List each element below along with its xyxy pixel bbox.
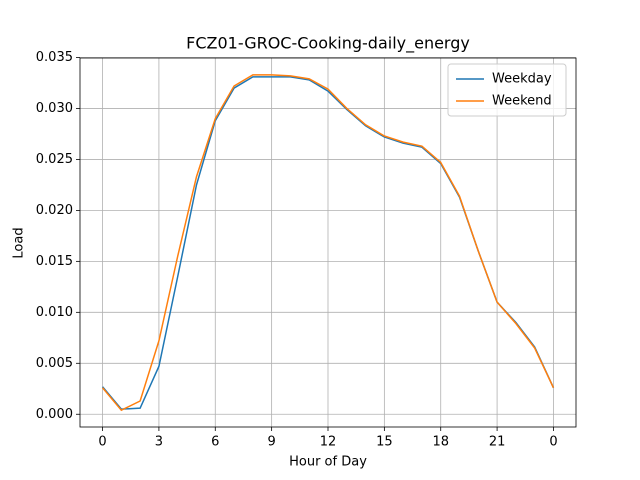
legend-label: Weekday: [492, 72, 552, 87]
x-tick-label: 21: [489, 435, 506, 450]
x-tick-label: 9: [267, 435, 275, 450]
legend-box: [447, 63, 567, 117]
x-tick-label: 15: [376, 435, 393, 450]
y-tick-label: 0.035: [36, 50, 73, 65]
y-tick-label: 0.000: [36, 407, 73, 422]
y-tick-label: 0.020: [36, 203, 73, 218]
x-tick-label: 12: [320, 435, 337, 450]
x-axis-label: Hour of Day: [289, 455, 367, 470]
legend-label: Weekend: [492, 94, 552, 109]
line-series: [101, 74, 555, 412]
y-tick-label: 0.010: [36, 305, 73, 320]
x-tick-label: 6: [211, 435, 219, 450]
y-tick-label: 0.015: [36, 254, 73, 269]
x-tick-label: 18: [432, 435, 449, 450]
x-tick-label: 0: [98, 435, 106, 450]
y-tick-label: 0.030: [36, 101, 73, 116]
x-tick-label: 0: [549, 435, 557, 450]
axes-frame: [79, 57, 577, 428]
x-tick-label: 3: [155, 435, 163, 450]
y-tick-label: 0.025: [36, 152, 73, 167]
chart-title: FCZ01-GROC-Cooking-daily_energy: [186, 34, 470, 54]
y-tick-label: 0.005: [36, 356, 73, 371]
y-axis-label: Load: [12, 227, 27, 258]
